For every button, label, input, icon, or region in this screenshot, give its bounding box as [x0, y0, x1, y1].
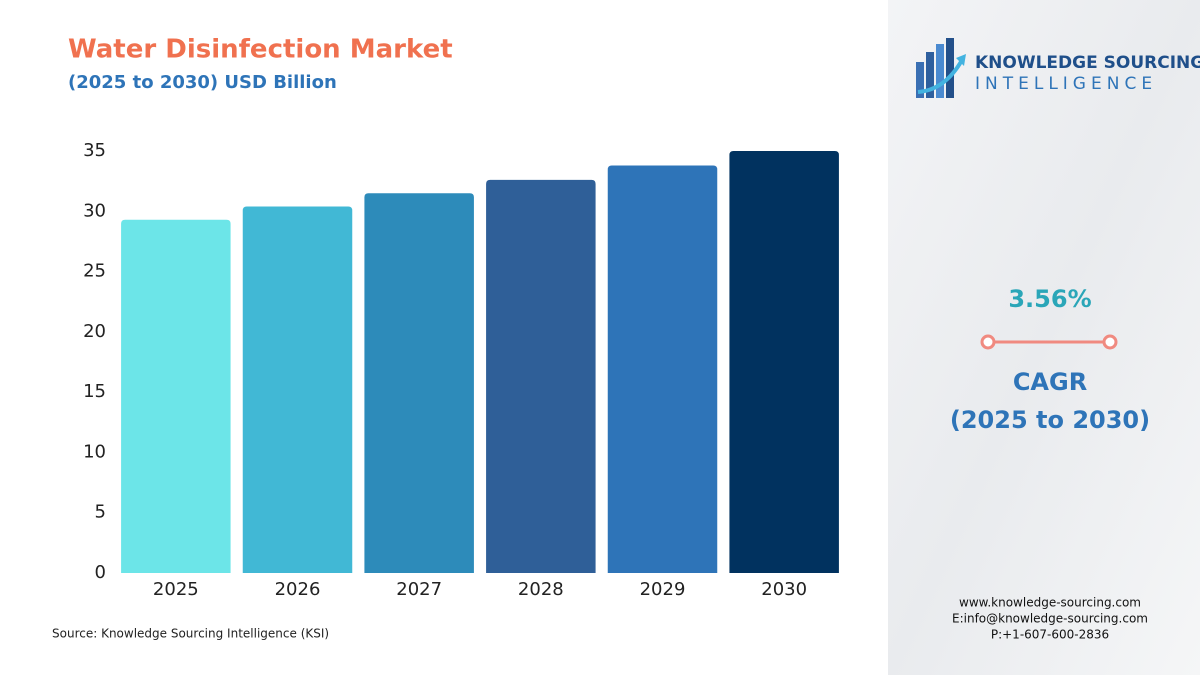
- y-tick-label: 30: [83, 200, 106, 221]
- x-tick-label: 2026: [275, 579, 321, 600]
- cagr-period: (2025 to 2030): [950, 406, 1150, 434]
- cagr-value: 3.56%: [1008, 285, 1091, 313]
- y-tick-label: 5: [95, 502, 106, 523]
- bar: [242, 206, 353, 573]
- y-tick-label: 20: [83, 321, 106, 342]
- cagr-divider: [980, 334, 1118, 350]
- x-tick-label: 2028: [518, 579, 564, 600]
- y-tick-label: 35: [83, 140, 106, 161]
- source-note: Source: Knowledge Sourcing Intelligence …: [52, 627, 329, 641]
- y-tick-label: 15: [83, 381, 106, 402]
- sidebar-background: [888, 0, 1200, 675]
- x-tick-label: 2027: [396, 579, 442, 600]
- bar: [729, 151, 839, 573]
- contact-line: E:info@knowledge-sourcing.com: [952, 612, 1148, 626]
- x-tick-label: 2029: [640, 579, 686, 600]
- logo-text: INTELLIGENCE: [975, 74, 1157, 94]
- chart-subtitle: (2025 to 2030) USD Billion: [68, 72, 337, 93]
- bar: [607, 165, 718, 573]
- chart-title: Water Disinfection Market: [68, 35, 453, 65]
- contact-line: www.knowledge-sourcing.com: [959, 596, 1141, 610]
- logo-text: KNOWLEDGE SOURCING: [975, 53, 1200, 73]
- bar: [121, 219, 231, 573]
- y-tick-label: 25: [83, 261, 106, 282]
- x-tick-label: 2025: [153, 579, 199, 600]
- y-tick-label: 10: [83, 441, 106, 462]
- bar: [364, 193, 474, 573]
- y-tick-label: 0: [95, 562, 106, 583]
- logo-icon: [916, 38, 966, 98]
- cagr-label: CAGR: [1013, 368, 1087, 396]
- x-tick-label: 2030: [761, 579, 807, 600]
- bar: [486, 179, 596, 574]
- contact-line: P:+1-607-600-2836: [991, 628, 1109, 642]
